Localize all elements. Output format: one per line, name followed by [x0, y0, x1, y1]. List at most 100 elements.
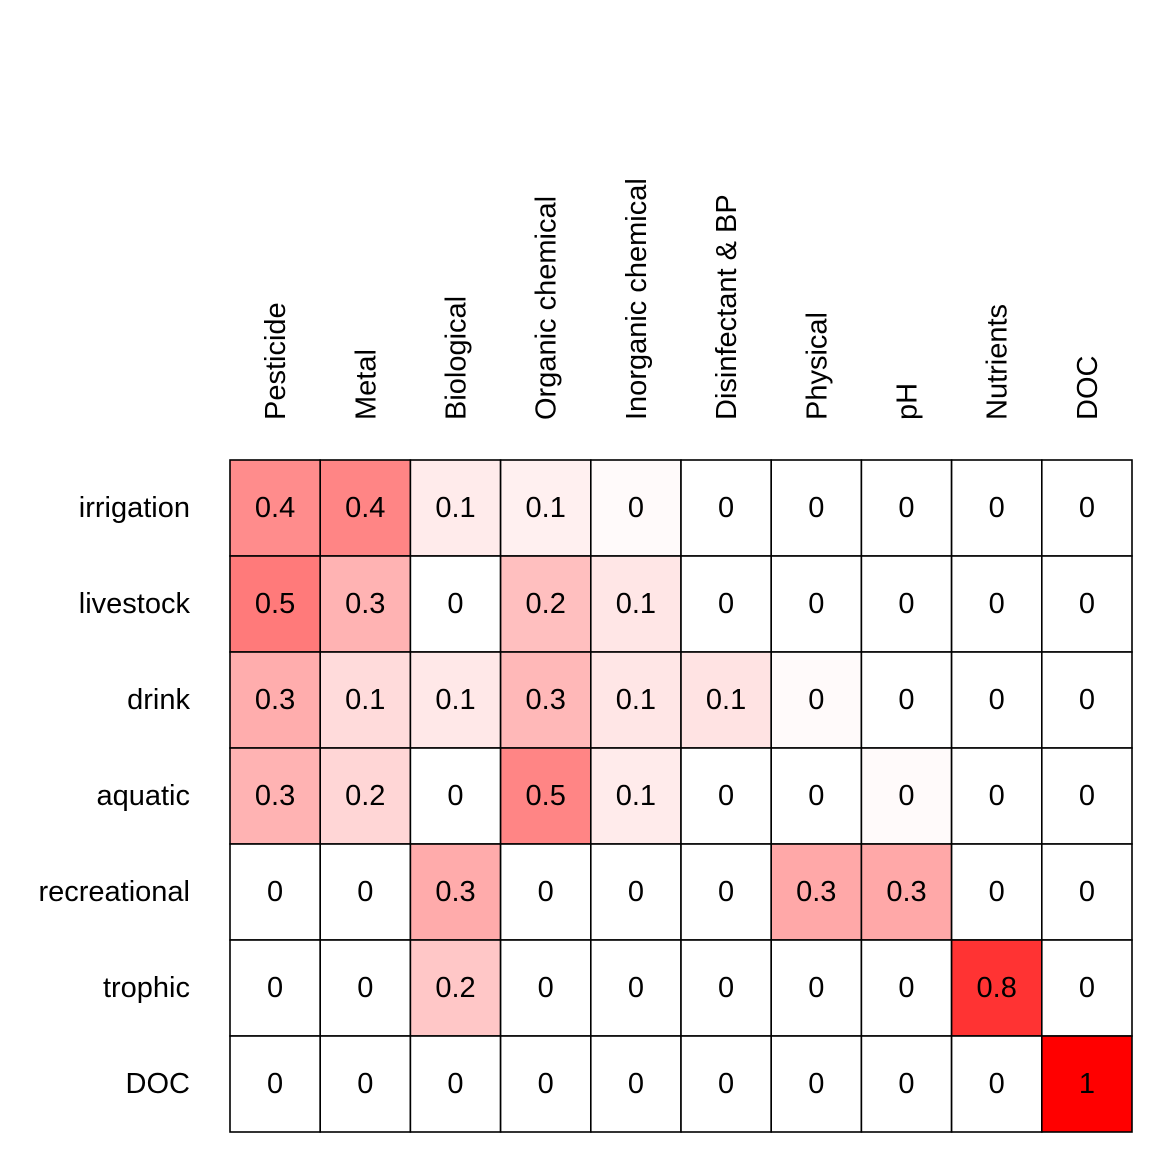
- heatmap-cell: [950, 747, 1043, 845]
- cell-value-label: 0: [267, 876, 283, 908]
- column-label: Metal: [350, 349, 382, 420]
- cell-value-label: 0.1: [526, 492, 566, 524]
- cell-value-label: 0.3: [886, 876, 926, 908]
- row-label: trophic: [103, 972, 190, 1004]
- column-label: Nutrients: [982, 304, 1014, 420]
- cell-value-label: 0: [718, 1068, 734, 1100]
- cell-value-label: 0: [989, 780, 1005, 812]
- heatmap-cell: [770, 1035, 863, 1133]
- cell-value-label: 0: [1079, 972, 1095, 1004]
- heatmap-cell: [409, 651, 502, 749]
- cell-value-label: 0.4: [255, 492, 295, 524]
- cell-value-label: 0.2: [345, 780, 385, 812]
- cell-value-label: 0: [1079, 780, 1095, 812]
- heatmap-cell: [499, 1035, 592, 1133]
- cell-value-label: 0: [628, 876, 644, 908]
- cell-value-label: 0: [267, 972, 283, 1004]
- heatmap-cell: [319, 459, 412, 557]
- cell-value-label: 0: [628, 972, 644, 1004]
- cell-value-label: 0: [1079, 492, 1095, 524]
- heatmap-cell: [860, 651, 953, 749]
- cell-value-label: 0: [628, 492, 644, 524]
- cell-value-label: 0: [808, 972, 824, 1004]
- cell-value-label: 0: [989, 588, 1005, 620]
- heatmap-cell: [860, 843, 953, 941]
- cell-value-label: 0: [447, 780, 463, 812]
- heatmap-cell: [680, 459, 772, 557]
- cell-value-label: 0: [898, 492, 914, 524]
- heatmap-cell: [319, 1035, 412, 1133]
- heatmap-cell: [319, 843, 412, 941]
- cell-value-label: 0: [538, 1068, 554, 1100]
- cell-value-label: 0: [718, 780, 734, 812]
- heatmap-cell: [860, 1035, 953, 1133]
- heatmap-cell: [770, 747, 863, 845]
- cell-value-label: 0: [718, 876, 734, 908]
- cell-value-label: 0.5: [526, 780, 566, 812]
- cell-value-label: 0: [718, 972, 734, 1004]
- cell-value-label: 0.1: [616, 588, 656, 620]
- cell-value-label: 0: [718, 492, 734, 524]
- cell-value-label: 0: [267, 1068, 283, 1100]
- row-label: DOC: [126, 1068, 190, 1100]
- cell-value-label: 0: [357, 876, 373, 908]
- heatmap-cell: [229, 459, 321, 557]
- heatmap-cell: [1041, 843, 1133, 941]
- heatmap-cell: [589, 939, 682, 1037]
- cell-value-label: 0: [808, 588, 824, 620]
- heatmap-cell: [409, 459, 502, 557]
- row-label: recreational: [38, 876, 190, 908]
- cell-value-label: 0: [808, 492, 824, 524]
- cell-value-label: 0: [989, 684, 1005, 716]
- heatmap-cell: [1041, 651, 1133, 749]
- cell-value-label: 0.3: [345, 588, 385, 620]
- cell-value-label: 0: [898, 588, 914, 620]
- heatmap-cell: [499, 939, 592, 1037]
- cell-value-label: 0: [898, 780, 914, 812]
- heatmap-cell: [950, 651, 1043, 749]
- cell-value-label: 0: [447, 1068, 463, 1100]
- cell-value-label: 0.3: [526, 684, 566, 716]
- heatmap-cell: [680, 747, 772, 845]
- cell-value-label: 0.2: [435, 972, 475, 1004]
- heatmap-cell: [770, 843, 863, 941]
- column-label: DOC: [1072, 356, 1104, 420]
- heatmap-cell: [1041, 747, 1133, 845]
- heatmap-cell: [1041, 459, 1133, 557]
- heatmap-cell: [860, 459, 953, 557]
- heatmap-cell: [770, 651, 863, 749]
- heatmap-cell: [680, 939, 772, 1037]
- cell-value-label: 0: [1079, 876, 1095, 908]
- row-label: aquatic: [96, 780, 190, 812]
- heatmap-cell: [770, 555, 863, 653]
- cell-value-label: 0: [989, 492, 1005, 524]
- cell-value-label: 0.8: [977, 972, 1017, 1004]
- cell-value-label: 0: [898, 684, 914, 716]
- cell-value-label: 0: [538, 876, 554, 908]
- cell-value-label: 0.3: [255, 684, 295, 716]
- cell-value-label: 0.3: [435, 876, 475, 908]
- cell-value-label: 0: [808, 780, 824, 812]
- cell-value-label: 0: [357, 972, 373, 1004]
- heatmap-cell: [1041, 555, 1133, 653]
- cell-value-label: 0.3: [255, 780, 295, 812]
- heatmap-cells: 0.4 0.4 0.1 0.1 0 0 0 0 0 0 0.5 0.3 0 0.2 0.1 0 0 0 0 0 0.3 0…: [229, 459, 1133, 1133]
- column-label: Pesticide: [260, 302, 292, 420]
- heatmap-cell: [589, 651, 682, 749]
- cell-value-label: 0.1: [616, 684, 656, 716]
- cell-value-label: 0: [718, 588, 734, 620]
- column-label: Organic chemical: [531, 196, 563, 420]
- cell-value-label: 0: [628, 1068, 644, 1100]
- heatmap-cell: [229, 1035, 321, 1133]
- heatmap-cell: [589, 843, 682, 941]
- cell-value-label: 0: [1079, 588, 1095, 620]
- heatmap-cell: [860, 555, 953, 653]
- cell-value-label: 0: [1079, 684, 1095, 716]
- cell-value-label: 0.1: [435, 492, 475, 524]
- heatmap-cell: [950, 1035, 1043, 1133]
- cell-value-label: 0.5: [255, 588, 295, 620]
- heatmap-cell: [950, 843, 1043, 941]
- heatmap-cell: [409, 843, 502, 941]
- heatmap-cell: [319, 651, 412, 749]
- row-labels: irrigation livestock drink aquatic recreatio…: [38, 492, 190, 1100]
